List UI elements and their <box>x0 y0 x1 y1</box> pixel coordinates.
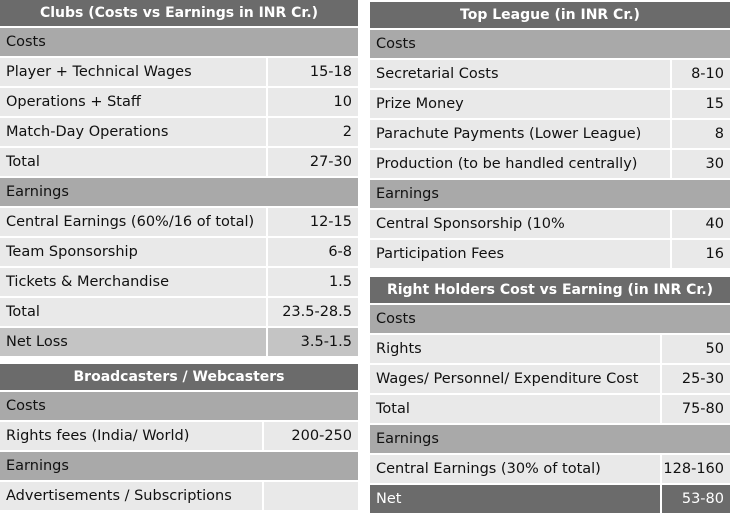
row-label: Production (to be handled centrally) <box>370 150 670 178</box>
broadcasters-table: Broadcasters / Webcasters Costs Rights fe… <box>0 364 358 510</box>
row-label: Advertisements / Subscriptions <box>0 482 262 510</box>
table-row: Total 75-80 <box>370 395 730 423</box>
row-value: 30 <box>672 150 730 178</box>
row-value: 16 <box>672 240 730 268</box>
row-value: 53-80 <box>662 485 730 513</box>
table-row: Secretarial Costs 8-10 <box>370 60 730 88</box>
table-row: Tickets & Merchandise 1.5 <box>0 268 358 296</box>
row-label: Team Sponsorship <box>0 238 266 266</box>
table-row: Central Earnings (60%/16 of total) 12-15 <box>0 208 358 236</box>
row-value: 50 <box>662 335 730 363</box>
table-row: Rights 50 <box>370 335 730 363</box>
row-value: 15-18 <box>268 58 358 86</box>
row-label: Secretarial Costs <box>370 60 670 88</box>
row-label: Total <box>0 148 266 176</box>
row-value: 15 <box>672 90 730 118</box>
net-row: Net Loss 3.5-1.5 <box>0 328 358 356</box>
table-row: Central Earnings (30% of total) 128-160 <box>370 455 730 483</box>
table-row: Player + Technical Wages 15-18 <box>0 58 358 86</box>
row-value: 8-10 <box>672 60 730 88</box>
row-label: Participation Fees <box>370 240 670 268</box>
section-header: Earnings <box>0 178 358 206</box>
top-league-table-title: Top League (in INR Cr.) <box>370 2 730 28</box>
row-label: Player + Technical Wages <box>0 58 266 86</box>
row-value: 75-80 <box>662 395 730 423</box>
row-label: Central Sponsorship (10% <box>370 210 670 238</box>
row-value: 200-250 <box>264 422 358 450</box>
row-value <box>264 482 358 510</box>
section-header: Costs <box>370 30 730 58</box>
row-value: 2 <box>268 118 358 146</box>
net-row: Net 53-80 <box>370 485 730 513</box>
section-label: Costs <box>6 34 46 50</box>
table-row: Prize Money 15 <box>370 90 730 118</box>
row-value: 23.5-28.5 <box>268 298 358 326</box>
section-header: Earnings <box>370 425 730 453</box>
section-label: Earnings <box>6 458 69 474</box>
row-label: Central Earnings (30% of total) <box>370 455 660 483</box>
right-holders-table-title: Right Holders Cost vs Earning (in INR Cr… <box>370 277 730 303</box>
row-value: 25-30 <box>662 365 730 393</box>
section-header: Earnings <box>0 452 358 480</box>
row-label: Total <box>0 298 266 326</box>
row-value: 40 <box>672 210 730 238</box>
section-header: Costs <box>0 392 358 420</box>
section-label: Costs <box>6 398 46 414</box>
section-header: Costs <box>370 305 730 333</box>
section-label: Costs <box>376 311 416 327</box>
table-row: Advertisements / Subscriptions <box>0 482 358 510</box>
clubs-table: Clubs (Costs vs Earnings in INR Cr.) Cos… <box>0 0 358 356</box>
clubs-table-title: Clubs (Costs vs Earnings in INR Cr.) <box>0 0 358 26</box>
row-value: 27-30 <box>268 148 358 176</box>
section-header: Costs <box>0 28 358 56</box>
table-row: Operations + Staff 10 <box>0 88 358 116</box>
section-label: Earnings <box>376 186 439 202</box>
broadcasters-table-title: Broadcasters / Webcasters <box>0 364 358 390</box>
row-label: Net Loss <box>0 328 266 356</box>
row-label: Wages/ Personnel/ Expenditure Cost <box>370 365 660 393</box>
section-header: Earnings <box>370 180 730 208</box>
row-value: 1.5 <box>268 268 358 296</box>
section-label: Earnings <box>376 431 439 447</box>
table-row: Total 23.5-28.5 <box>0 298 358 326</box>
row-label: Prize Money <box>370 90 670 118</box>
row-value: 12-15 <box>268 208 358 236</box>
row-label: Central Earnings (60%/16 of total) <box>0 208 266 236</box>
table-row: Parachute Payments (Lower League) 8 <box>370 120 730 148</box>
table-row: Production (to be handled centrally) 30 <box>370 150 730 178</box>
table-row: Participation Fees 16 <box>370 240 730 268</box>
section-label: Costs <box>376 36 416 52</box>
row-label: Rights <box>370 335 660 363</box>
table-row: Match-Day Operations 2 <box>0 118 358 146</box>
table-row: Wages/ Personnel/ Expenditure Cost 25-30 <box>370 365 730 393</box>
top-league-table: Top League (in INR Cr.) Costs Secretarial… <box>370 2 730 268</box>
row-value: 10 <box>268 88 358 116</box>
row-label: Parachute Payments (Lower League) <box>370 120 670 148</box>
section-label: Earnings <box>6 184 69 200</box>
right-holders-table: Right Holders Cost vs Earning (in INR Cr… <box>370 277 730 513</box>
row-label: Tickets & Merchandise <box>0 268 266 296</box>
row-value: 3.5-1.5 <box>268 328 358 356</box>
row-value: 8 <box>672 120 730 148</box>
row-label: Total <box>370 395 660 423</box>
table-row: Central Sponsorship (10% 40 <box>370 210 730 238</box>
row-label: Operations + Staff <box>0 88 266 116</box>
table-row: Total 27-30 <box>0 148 358 176</box>
row-label: Rights fees (India/ World) <box>0 422 262 450</box>
table-row: Rights fees (India/ World) 200-250 <box>0 422 358 450</box>
row-label: Match-Day Operations <box>0 118 266 146</box>
table-row: Team Sponsorship 6-8 <box>0 238 358 266</box>
row-value: 128-160 <box>662 455 730 483</box>
row-label: Net <box>370 485 660 513</box>
row-value: 6-8 <box>268 238 358 266</box>
